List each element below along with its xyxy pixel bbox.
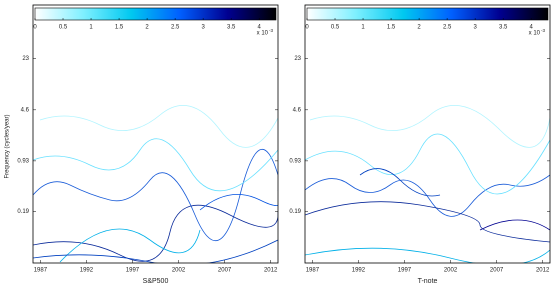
x-tick-label: 1997	[398, 268, 412, 274]
colorbar-tick-label: 2.5	[443, 25, 452, 31]
spectral-texture	[305, 105, 550, 263]
colorbar-tick-label: 0.5	[331, 25, 340, 31]
colorbar-tick-label: 0.5	[59, 25, 68, 31]
x-tick-label: 1987	[34, 268, 48, 274]
colorbar-tick-label: 0	[33, 25, 37, 31]
y-tick-label: 0.19	[289, 209, 301, 215]
colorbar-tick-label: 3	[201, 25, 205, 31]
colorbar-tick-label: 3	[473, 25, 477, 31]
colorbar-tick-label: 4	[530, 25, 534, 31]
plot-frame	[304, 4, 551, 264]
colorbar-tick-label: 3.5	[499, 25, 508, 31]
x-tick-label: 1992	[352, 268, 366, 274]
y-tick-label: 0.93	[289, 158, 301, 164]
x-axis-label: S&P500	[143, 278, 169, 285]
colorbar-multiplier: x 10	[257, 31, 269, 37]
colorbar-tick-label: 3.5	[227, 25, 236, 31]
y-tick-label: 4.6	[21, 107, 30, 113]
y-tick-label: 0.19	[17, 209, 29, 215]
colorbar-tick-label: 0	[305, 25, 309, 31]
colorbar	[306, 7, 549, 21]
x-tick-label: 1997	[126, 268, 140, 274]
colorbar-tick-label: 4	[258, 25, 262, 31]
x-tick-label: 2007	[490, 268, 504, 274]
colorbar-exponent: -3	[541, 28, 545, 33]
colorbar	[34, 7, 277, 21]
colorbar-tick-label: 1	[361, 25, 365, 31]
x-tick-label: 1992	[80, 268, 94, 274]
colorbar-tick-label: 2	[417, 25, 421, 31]
x-tick-label: 2012	[536, 268, 550, 274]
spectral-texture	[33, 105, 278, 263]
x-axis-label: T-note	[418, 278, 438, 285]
colorbar-multiplier: x 10	[529, 31, 541, 37]
y-tick-label: 23	[22, 56, 29, 62]
colorbar-tick-label: 1	[89, 25, 93, 31]
y-tick-label: 0.93	[17, 158, 29, 164]
colorbar-tick-label: 1.5	[387, 25, 396, 31]
x-tick-label: 2007	[218, 268, 232, 274]
x-tick-label: 2002	[172, 268, 186, 274]
x-tick-label: 1987	[306, 268, 320, 274]
x-tick-label: 2012	[264, 268, 278, 274]
plot-frame	[32, 4, 279, 264]
colorbar-exponent: -3	[269, 28, 273, 33]
y-tick-label: 4.6	[293, 107, 302, 113]
y-tick-label: 23	[294, 56, 301, 62]
colorbar-tick-label: 1.5	[115, 25, 124, 31]
y-axis-label: Frequency (cycles/year)	[5, 114, 11, 178]
colorbar-tick-label: 2.5	[171, 25, 180, 31]
colorbar-tick-label: 2	[145, 25, 149, 31]
x-tick-label: 2002	[444, 268, 458, 274]
